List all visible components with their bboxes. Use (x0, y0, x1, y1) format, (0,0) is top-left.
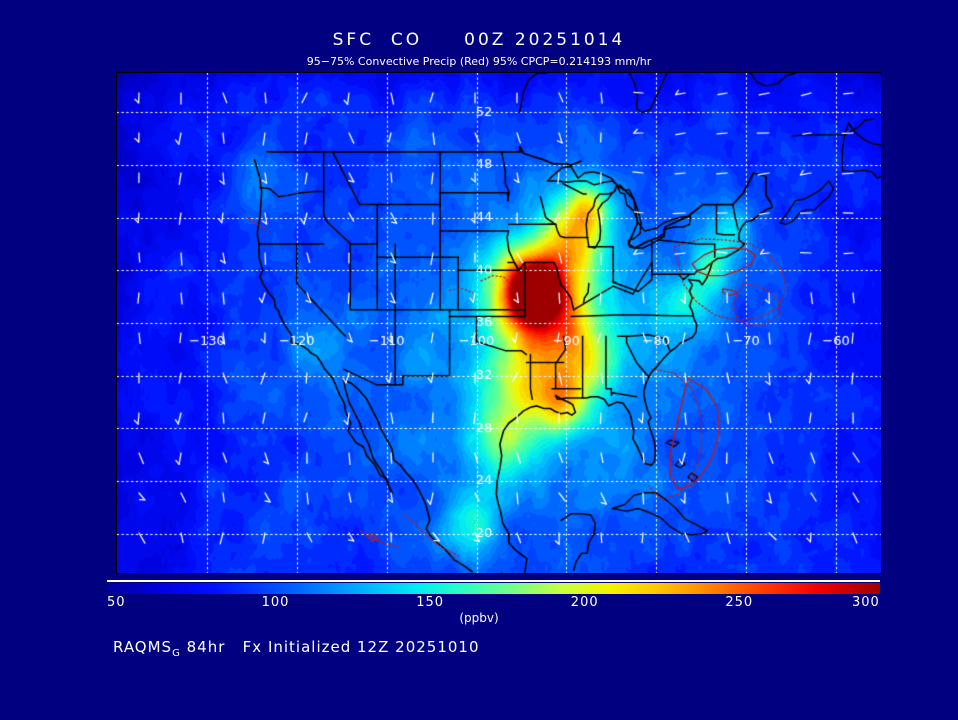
map-plot-area (116, 72, 882, 574)
model-name: RAQMS (113, 638, 173, 656)
colorbar-tick-50: 50 (107, 595, 126, 610)
colorbar (107, 580, 880, 594)
colorbar-tick-250: 250 (725, 595, 754, 610)
colorbar-tick-150: 150 (416, 595, 445, 610)
model-subscript: G (172, 648, 181, 659)
colorbar-units-label: (ppbv) (459, 611, 499, 625)
colorbar-tick-300: 300 (852, 595, 880, 610)
colorbar-top-rule (107, 580, 880, 582)
chart-subtitle: 95−75% Convective Precip (Red) 95% CPCP=… (306, 55, 652, 68)
colorbar-tick-200: 200 (570, 595, 599, 610)
colorbar-tick-100: 100 (261, 595, 290, 610)
model-run-details: 84hr Fx Initialized 12Z 20251010 (180, 638, 480, 656)
chart-title: SFC CO 00Z 20251014 (332, 30, 626, 50)
model-run-caption: RAQMSG 84hr Fx Initialized 12Z 20251010 (113, 638, 480, 659)
colorbar-gradient (107, 583, 880, 594)
map-overlay-layer (117, 73, 881, 573)
